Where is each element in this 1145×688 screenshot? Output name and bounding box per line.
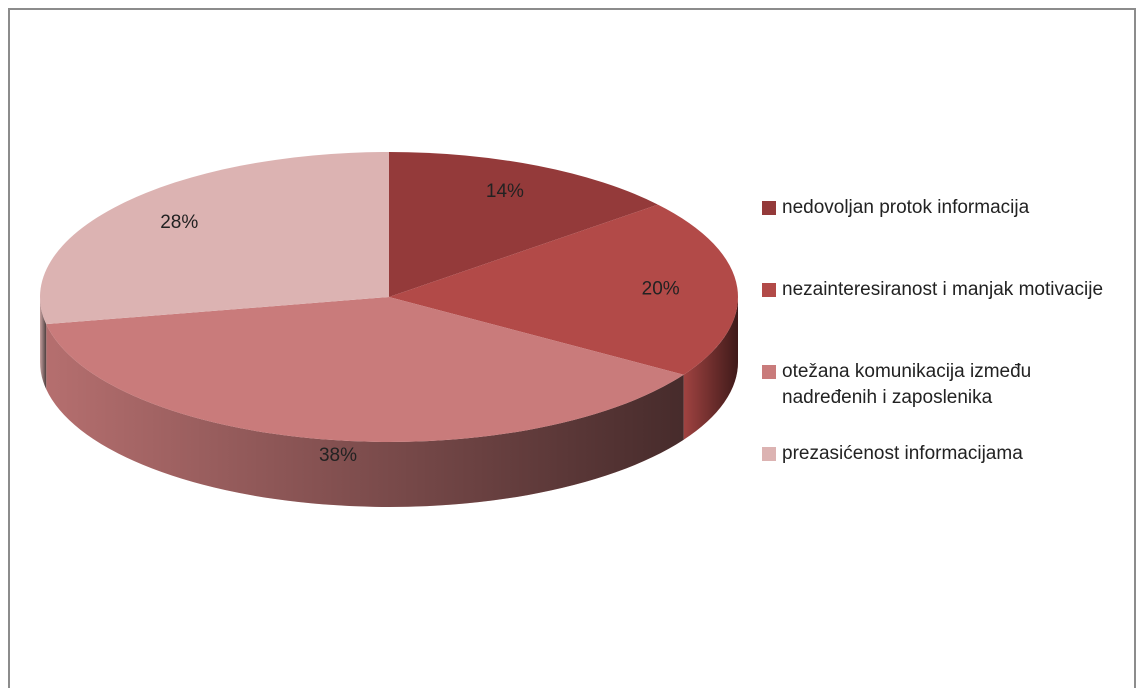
legend-swatch	[762, 447, 776, 461]
data-label: 28%	[160, 212, 198, 233]
side-shade	[40, 297, 47, 390]
legend-item: prezasićenost informacijama	[762, 441, 1112, 523]
data-label: 20%	[642, 279, 680, 300]
legend-label: otežana komunikacija između nadređenih i…	[782, 361, 1032, 408]
side-shade	[683, 297, 738, 440]
legend-swatch	[762, 201, 776, 215]
pie-slice	[389, 152, 658, 297]
side-shade	[46, 324, 684, 507]
legend-item: nezainteresiranost i manjak motivacije	[762, 277, 1112, 359]
legend-swatch	[762, 365, 776, 379]
legend: nedovoljan protok informacija nezainteres…	[762, 195, 1112, 523]
data-label: 38%	[319, 445, 357, 466]
legend-item: nedovoljan protok informacija	[762, 195, 1112, 277]
pie-slice	[46, 297, 684, 442]
data-label: 14%	[486, 181, 524, 202]
legend-swatch	[762, 283, 776, 297]
chart-frame	[8, 8, 1136, 688]
pie-slice	[39, 152, 389, 325]
pie-slice	[389, 204, 738, 375]
legend-label: nezainteresiranost i manjak motivacije	[782, 279, 1104, 300]
legend-label: prezasićenost informacijama	[782, 443, 1023, 464]
legend-label: nedovoljan protok informacija	[782, 197, 1030, 218]
legend-item: otežana komunikacija između nadređenih i…	[762, 359, 1112, 441]
